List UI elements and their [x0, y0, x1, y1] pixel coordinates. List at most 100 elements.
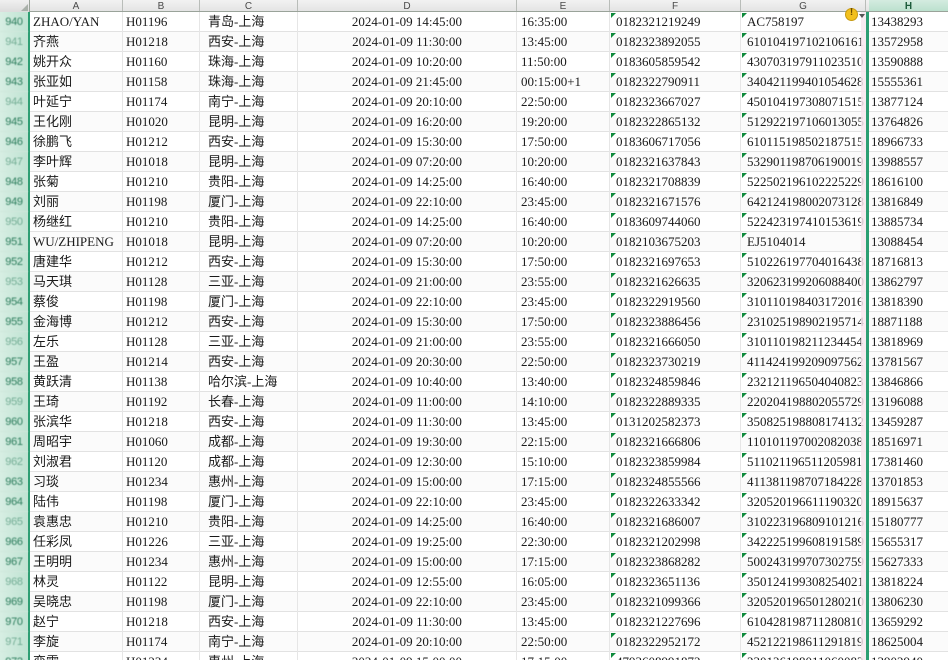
cell-arrival-time[interactable]: 16:40:00	[517, 172, 610, 192]
cell-flight-no[interactable]: H01120	[123, 452, 200, 472]
cell-arrival-time[interactable]: 17:15:00	[517, 472, 610, 492]
cell-departure-datetime[interactable]: 2024-01-09 15:00:00	[298, 652, 517, 660]
row-header[interactable]: 951	[0, 232, 28, 252]
cell-name[interactable]: 李叶辉	[30, 152, 123, 172]
cell-flight-no[interactable]: H01128	[123, 332, 200, 352]
cell-flight-no[interactable]: H01174	[123, 632, 200, 652]
cell-ticket-number[interactable]: 0182321686007	[610, 512, 741, 532]
cell-name[interactable]: 刘淑君	[30, 452, 123, 472]
table-row[interactable]: WU/ZHIPENG H01018 昆明-上海 2024-01-09 07:20:00…	[30, 232, 948, 252]
cell-route[interactable]: 贵阳-上海	[200, 172, 298, 192]
row-header[interactable]: 952	[0, 252, 28, 272]
cell-flight-no[interactable]: H01212	[123, 132, 200, 152]
cell-flight-no[interactable]: H01210	[123, 212, 200, 232]
cell-departure-datetime[interactable]: 2024-01-09 15:30:00	[298, 252, 517, 272]
cell-route[interactable]: 哈尔滨-上海	[200, 372, 298, 392]
cell-phone-number[interactable]: 15655317	[869, 532, 948, 552]
cell-departure-datetime[interactable]: 2024-01-09 22:10:00	[298, 592, 517, 612]
table-row[interactable]: 姚开众 H01160 珠海-上海 2024-01-09 10:20:00 11:50:0…	[30, 52, 948, 72]
row-header[interactable]: 948	[0, 172, 28, 192]
cell-ticket-number[interactable]: 0182323651136	[610, 572, 741, 592]
cell-departure-datetime[interactable]: 2024-01-09 22:10:00	[298, 292, 517, 312]
cell-arrival-time[interactable]: 10:20:00	[517, 152, 610, 172]
column-header-E[interactable]: E	[517, 0, 610, 11]
cell-arrival-time[interactable]: 16:35:00	[517, 12, 610, 32]
table-row[interactable]: 张滨华 H01218 西安-上海 2024-01-09 11:30:00 13:45:0…	[30, 412, 948, 432]
table-row[interactable]: 金海博 H01212 西安-上海 2024-01-09 15:30:00 17:50:0…	[30, 312, 948, 332]
cell-route[interactable]: 惠州-上海	[200, 652, 298, 660]
cell-departure-datetime[interactable]: 2024-01-09 19:30:00	[298, 432, 517, 452]
cell-route[interactable]: 惠州-上海	[200, 552, 298, 572]
cell-ticket-number[interactable]: 0182322790911	[610, 72, 741, 92]
cell-departure-datetime[interactable]: 2024-01-09 21:00:00	[298, 332, 517, 352]
cell-route[interactable]: 南宁-上海	[200, 92, 298, 112]
cell-route[interactable]: 青岛-上海	[200, 12, 298, 32]
cell-route[interactable]: 厦门-上海	[200, 292, 298, 312]
cell-name[interactable]: 金海博	[30, 312, 123, 332]
cell-name[interactable]: 栾雯	[30, 652, 123, 660]
cell-arrival-time[interactable]: 22:15:00	[517, 432, 610, 452]
cell-name[interactable]: 王琦	[30, 392, 123, 412]
column-header-A[interactable]: A	[30, 0, 123, 11]
cell-arrival-time[interactable]: 23:45:00	[517, 192, 610, 212]
cell-phone-number[interactable]: 13438293	[869, 12, 948, 32]
table-row[interactable]: ZHAO/YAN H01196 青岛-上海 2024-01-09 14:45:00 16…	[30, 12, 948, 32]
table-row[interactable]: 张亚如 H01158 珠海-上海 2024-01-09 21:45:00 00:15:0…	[30, 72, 948, 92]
cell-phone-number[interactable]: 18966733	[869, 132, 948, 152]
cell-ticket-number[interactable]: 0182323868282	[610, 552, 741, 572]
cell-ticket-number[interactable]: 0183609744060	[610, 212, 741, 232]
cell-ticket-number[interactable]: 0182322889335	[610, 392, 741, 412]
table-row[interactable]: 王化刚 H01020 昆明-上海 2024-01-09 16:20:00 19:20:0…	[30, 112, 948, 132]
cell-flight-no[interactable]: H01210	[123, 512, 200, 532]
cell-ticket-number[interactable]: 4793608991872	[610, 652, 741, 660]
row-header[interactable]: 968	[0, 572, 28, 592]
cell-route[interactable]: 昆明-上海	[200, 152, 298, 172]
cell-arrival-time[interactable]: 19:20:00	[517, 112, 610, 132]
row-header[interactable]: 960	[0, 412, 28, 432]
cell-flight-no[interactable]: H01160	[123, 52, 200, 72]
cell-route[interactable]: 西安-上海	[200, 612, 298, 632]
pane-scroll-track[interactable]	[861, 12, 866, 660]
phone-column-pane[interactable]: 13438293 13572958 13590888 15555361 13877124…	[869, 12, 948, 660]
cell-phone-number[interactable]: 13764826	[869, 112, 948, 132]
cell-route[interactable]: 西安-上海	[200, 32, 298, 52]
cell-name[interactable]: WU/ZHIPENG	[30, 232, 123, 252]
cell-arrival-time[interactable]: 13:45:00	[517, 612, 610, 632]
row-header[interactable]: 958	[0, 372, 28, 392]
cell-phone-number[interactable]: 13818224	[869, 572, 948, 592]
cell-name[interactable]: 左乐	[30, 332, 123, 352]
cell-route[interactable]: 惠州-上海	[200, 472, 298, 492]
cell-route[interactable]: 西安-上海	[200, 312, 298, 332]
cell-phone-number[interactable]: 13196088	[869, 392, 948, 412]
cell-flight-no[interactable]: H01198	[123, 192, 200, 212]
row-header[interactable]: 970	[0, 612, 28, 632]
table-row[interactable]: 张菊 H01210 贵阳-上海 2024-01-09 14:25:00 16:40:00…	[30, 172, 948, 192]
cell-name[interactable]: 陆伟	[30, 492, 123, 512]
table-row[interactable]: 马天琪 H01128 三亚-上海 2024-01-09 21:00:00 23:55:0…	[30, 272, 948, 292]
cell-arrival-time[interactable]: 23:45:00	[517, 592, 610, 612]
cell-arrival-time[interactable]: 23:45:00	[517, 492, 610, 512]
cell-route[interactable]: 珠海-上海	[200, 52, 298, 72]
cell-departure-datetime[interactable]: 2024-01-09 20:30:00	[298, 352, 517, 372]
row-header[interactable]: 962	[0, 452, 28, 472]
cell-arrival-time[interactable]: 22:50:00	[517, 92, 610, 112]
cell-route[interactable]: 昆明-上海	[200, 232, 298, 252]
cell-flight-no[interactable]: H01158	[123, 72, 200, 92]
row-header[interactable]: 963	[0, 472, 28, 492]
cell-departure-datetime[interactable]: 2024-01-09 10:20:00	[298, 52, 517, 72]
cell-arrival-time[interactable]: 10:20:00	[517, 232, 610, 252]
cell-arrival-time[interactable]: 11:50:00	[517, 52, 610, 72]
cell-departure-datetime[interactable]: 2024-01-09 22:10:00	[298, 192, 517, 212]
cell-phone-number[interactable]: 13659292	[869, 612, 948, 632]
cell-departure-datetime[interactable]: 2024-01-09 15:30:00	[298, 312, 517, 332]
column-header-F[interactable]: F	[610, 0, 741, 11]
cell-route[interactable]: 三亚-上海	[200, 332, 298, 352]
column-header-H[interactable]: H	[869, 0, 948, 11]
cell-arrival-time[interactable]: 14:10:00	[517, 392, 610, 412]
cell-arrival-time[interactable]: 00:15:00+1	[517, 72, 610, 92]
cell-departure-datetime[interactable]: 2024-01-09 10:40:00	[298, 372, 517, 392]
cell-arrival-time[interactable]: 17:50:00	[517, 252, 610, 272]
cell-ticket-number[interactable]: 0182321227696	[610, 612, 741, 632]
row-header[interactable]: 953	[0, 272, 28, 292]
